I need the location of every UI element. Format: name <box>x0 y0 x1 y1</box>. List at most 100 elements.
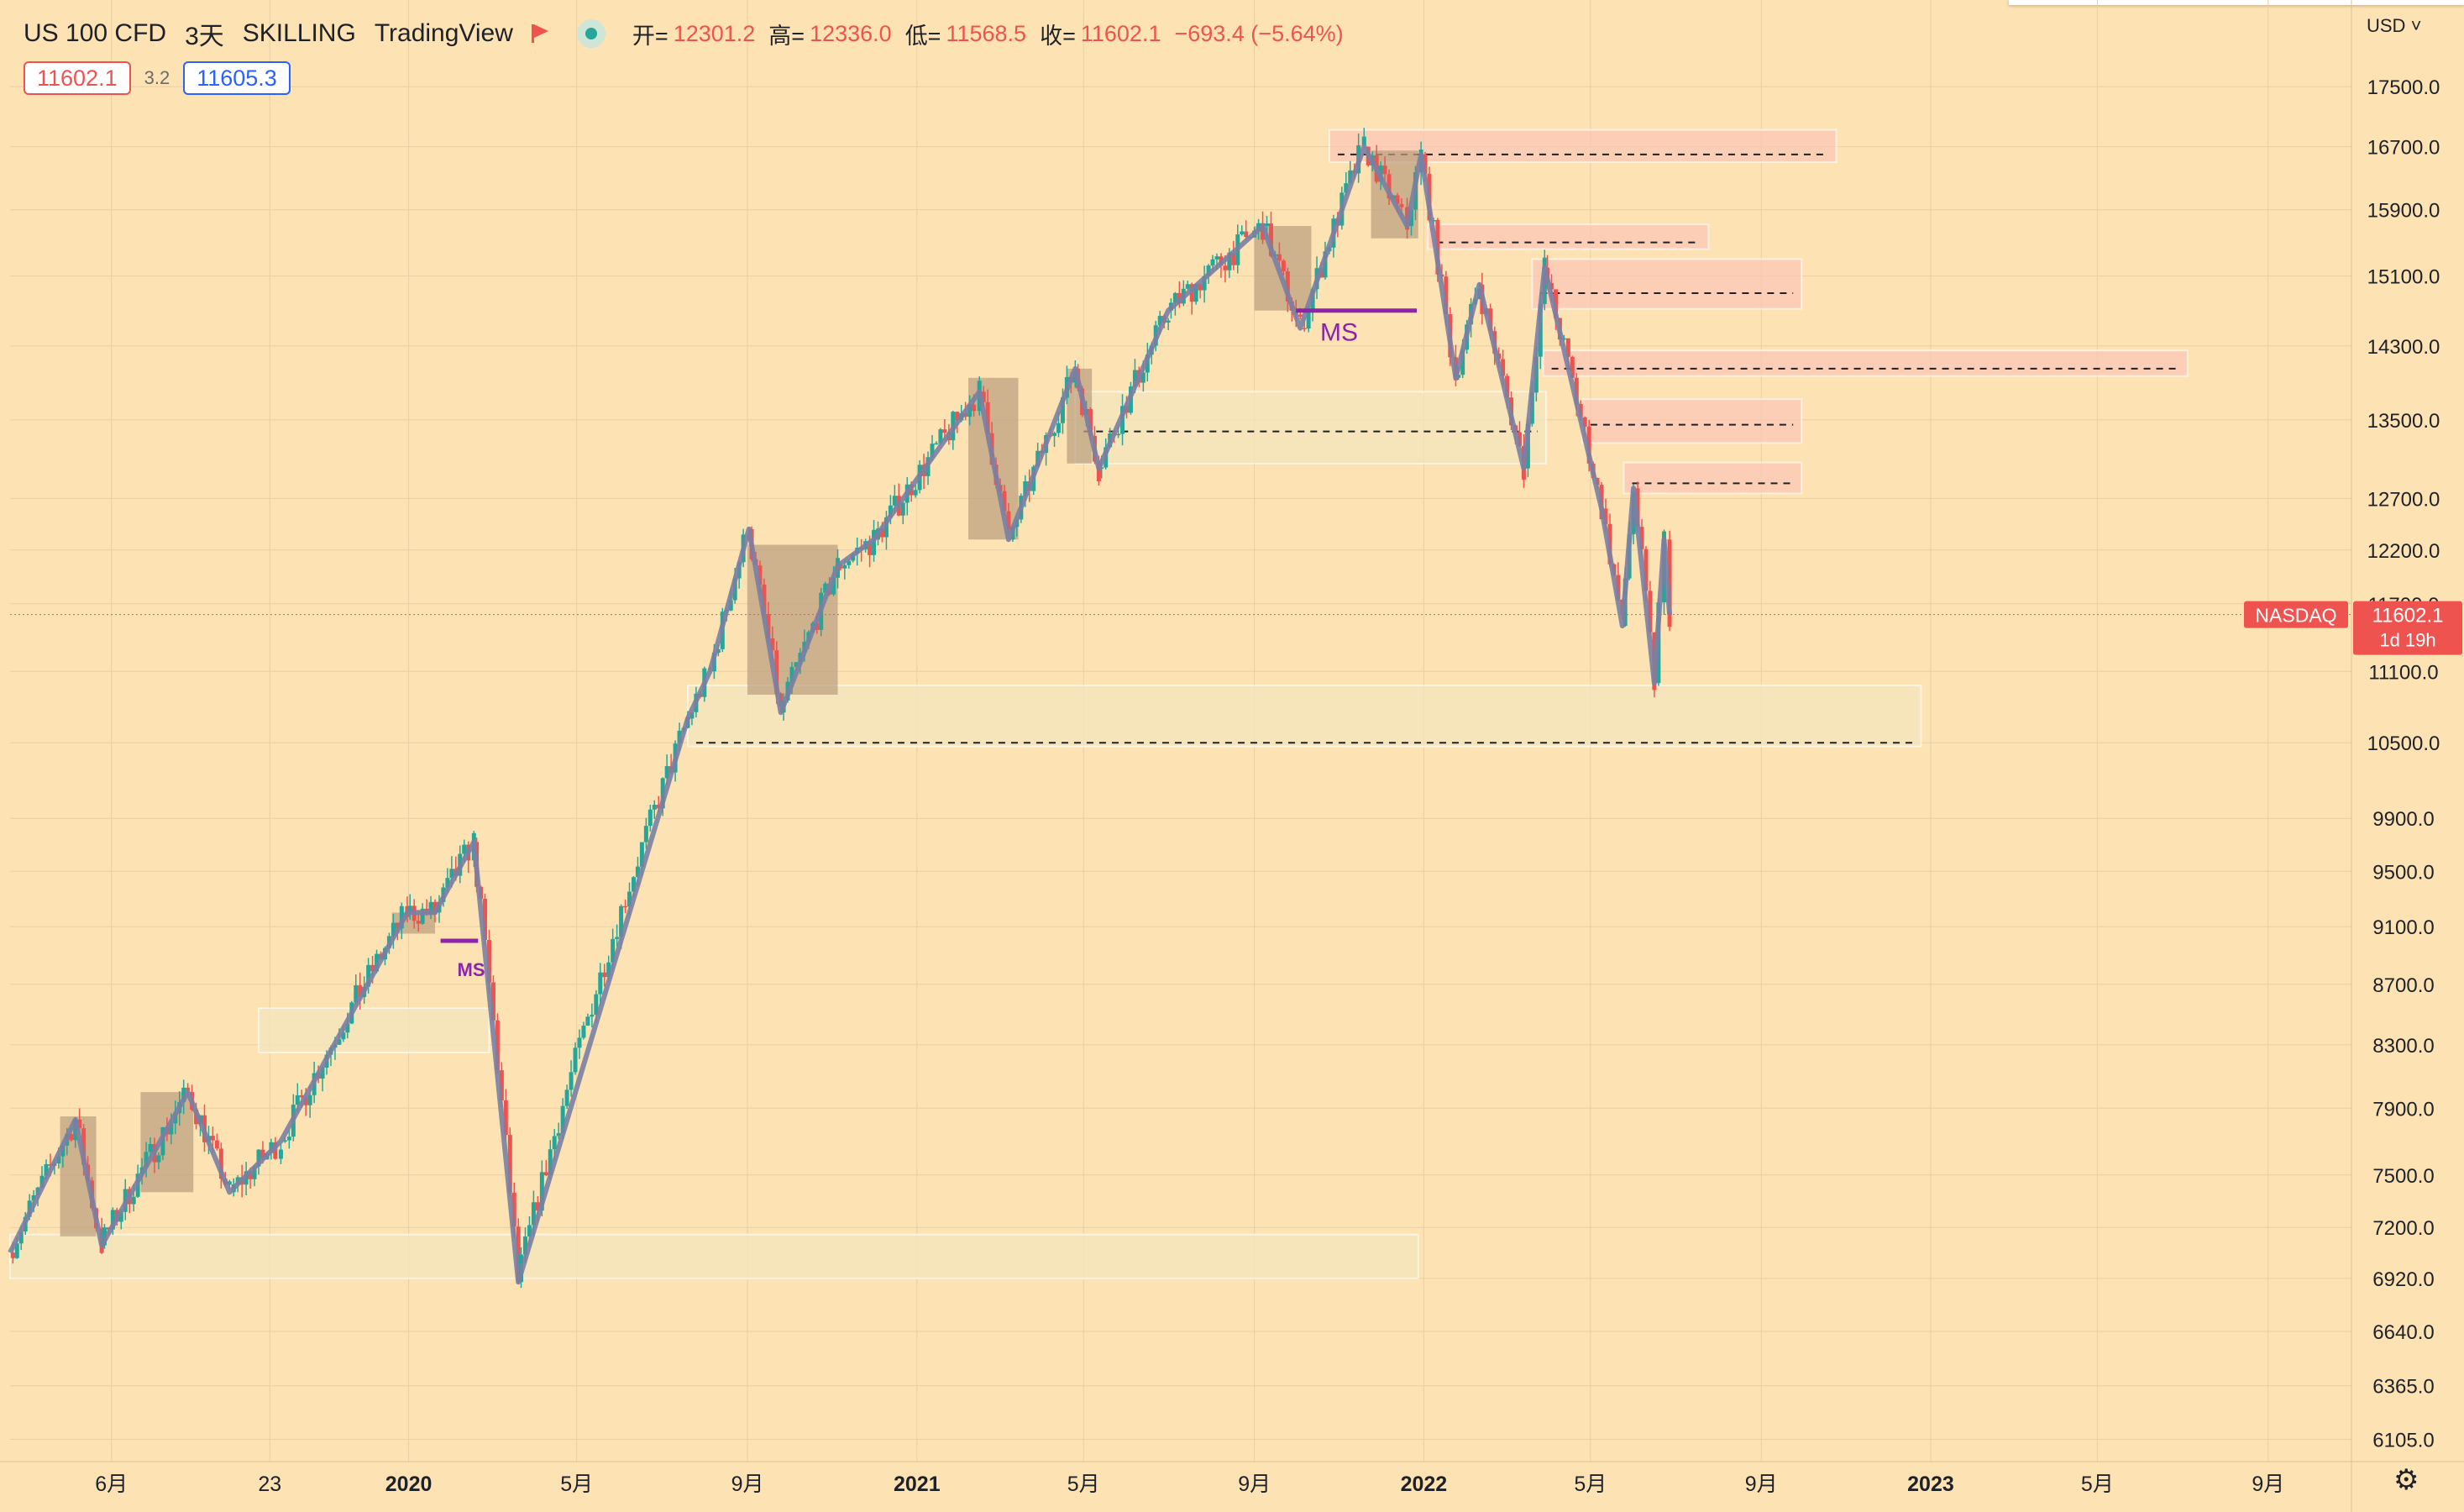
candle-body <box>619 906 624 937</box>
candle-body <box>1140 372 1145 383</box>
buy-button[interactable]: 11605.3 <box>183 61 291 95</box>
candle-body <box>942 429 947 433</box>
candle-body <box>652 805 657 810</box>
candle-body <box>1185 284 1190 289</box>
candle-body <box>370 964 375 972</box>
sell-button[interactable]: 11602.1 <box>24 61 131 95</box>
candle-body <box>883 517 889 538</box>
candle-body <box>252 1166 257 1179</box>
time-tick-label: 2020 <box>385 1473 433 1496</box>
candle-body <box>552 1136 557 1150</box>
candle-body <box>354 984 359 1003</box>
candle-body <box>762 584 767 615</box>
time-tick-label: 2021 <box>894 1473 941 1496</box>
candle-body <box>581 1025 586 1038</box>
price-tick-label: 8300.0 <box>2372 1035 2434 1058</box>
candle-body <box>1189 284 1194 302</box>
candle-body <box>56 1156 61 1163</box>
candle-body <box>507 1135 512 1193</box>
candle-body <box>495 1020 500 1071</box>
candle-body <box>1166 320 1171 323</box>
candle-body <box>1648 591 1653 633</box>
candle-body <box>577 1037 582 1048</box>
currency-selector[interactable]: USD ˅ <box>2367 15 2421 37</box>
candle-body <box>303 1097 308 1105</box>
trend-lines <box>8 144 1673 1285</box>
candle-body <box>1616 575 1621 600</box>
candle-body <box>1132 370 1137 387</box>
candle-body <box>564 1089 569 1106</box>
demand-zone <box>1074 391 1547 465</box>
candle-body <box>831 577 836 595</box>
candle-body <box>1206 265 1211 276</box>
zones <box>9 129 2189 1279</box>
candle-body <box>522 1236 527 1255</box>
symbol-name[interactable]: US 100 CFD <box>24 19 167 47</box>
close-value: 11602.1 <box>1080 20 1161 46</box>
candle-body <box>1060 397 1065 423</box>
candle-body <box>643 826 648 843</box>
candle-body <box>1348 170 1353 184</box>
candle-body <box>286 1137 291 1141</box>
candle-body <box>758 565 763 585</box>
candle-body <box>391 922 396 937</box>
grid <box>10 0 2351 1462</box>
candle-body <box>981 391 986 402</box>
candle-body <box>214 1140 219 1149</box>
demand-zone <box>9 1233 1419 1279</box>
time-tick-label: 9月 <box>1238 1473 1271 1496</box>
price-tick-label: 7500.0 <box>2372 1165 2434 1188</box>
candle-body <box>967 404 972 417</box>
price-tick-label: 7200.0 <box>2372 1217 2434 1240</box>
flag-icon[interactable] <box>531 24 548 43</box>
candle-body <box>337 1039 342 1045</box>
candle-body <box>69 1133 74 1141</box>
candle-body <box>260 1149 265 1160</box>
candle-body <box>677 730 682 744</box>
candle-body <box>462 844 467 854</box>
candle-body <box>1231 252 1236 265</box>
supply-zone <box>1427 223 1710 250</box>
candle-body <box>623 906 628 908</box>
close-label: 收= <box>1040 23 1076 49</box>
price-tick-label: 14300.0 <box>2367 336 2440 359</box>
candle-body <box>10 1252 15 1258</box>
candle-body <box>602 972 607 978</box>
candle-body <box>39 1175 45 1188</box>
buy-sell-panel: 11602.1 3.2 11605.3 <box>24 61 291 95</box>
candle-body <box>445 878 450 888</box>
price-tick-label: 6105.0 <box>2372 1429 2434 1452</box>
time-tick-label: 5月 <box>1574 1473 1607 1496</box>
candle-body <box>847 560 852 565</box>
candle-body <box>1277 254 1282 261</box>
candle-body <box>531 1202 536 1226</box>
market-status-icon[interactable] <box>576 19 606 48</box>
time-tick-label: 9月 <box>1745 1473 1778 1496</box>
candle-body <box>1306 309 1311 329</box>
candle-body <box>647 809 653 827</box>
candle-body <box>77 1119 82 1129</box>
candle-body <box>590 1014 595 1017</box>
market-structure-annotations: MS MS <box>440 308 1418 980</box>
candle-body <box>1198 283 1203 291</box>
candle-body <box>210 1136 215 1141</box>
candle-body <box>838 565 843 569</box>
candle-body <box>14 1243 19 1258</box>
candle-body <box>548 1149 553 1176</box>
candle-body <box>1281 260 1286 271</box>
candle-body <box>770 638 775 651</box>
candle-body <box>569 1072 574 1090</box>
candle-body <box>1056 423 1061 433</box>
candle-body <box>420 908 425 924</box>
symbol-tag-label: NASDAQ <box>2255 605 2336 627</box>
candle-body <box>1193 283 1198 302</box>
price-tick-label: 12700.0 <box>2367 488 2440 511</box>
candle-body <box>18 1231 24 1244</box>
candle-body <box>1302 328 1307 330</box>
candle-body <box>1227 252 1232 270</box>
candle-body <box>611 938 616 963</box>
candle-body <box>539 1172 544 1211</box>
interval[interactable]: 3天 <box>185 23 224 50</box>
settings-gear-icon[interactable]: ⚙ <box>2393 1464 2419 1496</box>
